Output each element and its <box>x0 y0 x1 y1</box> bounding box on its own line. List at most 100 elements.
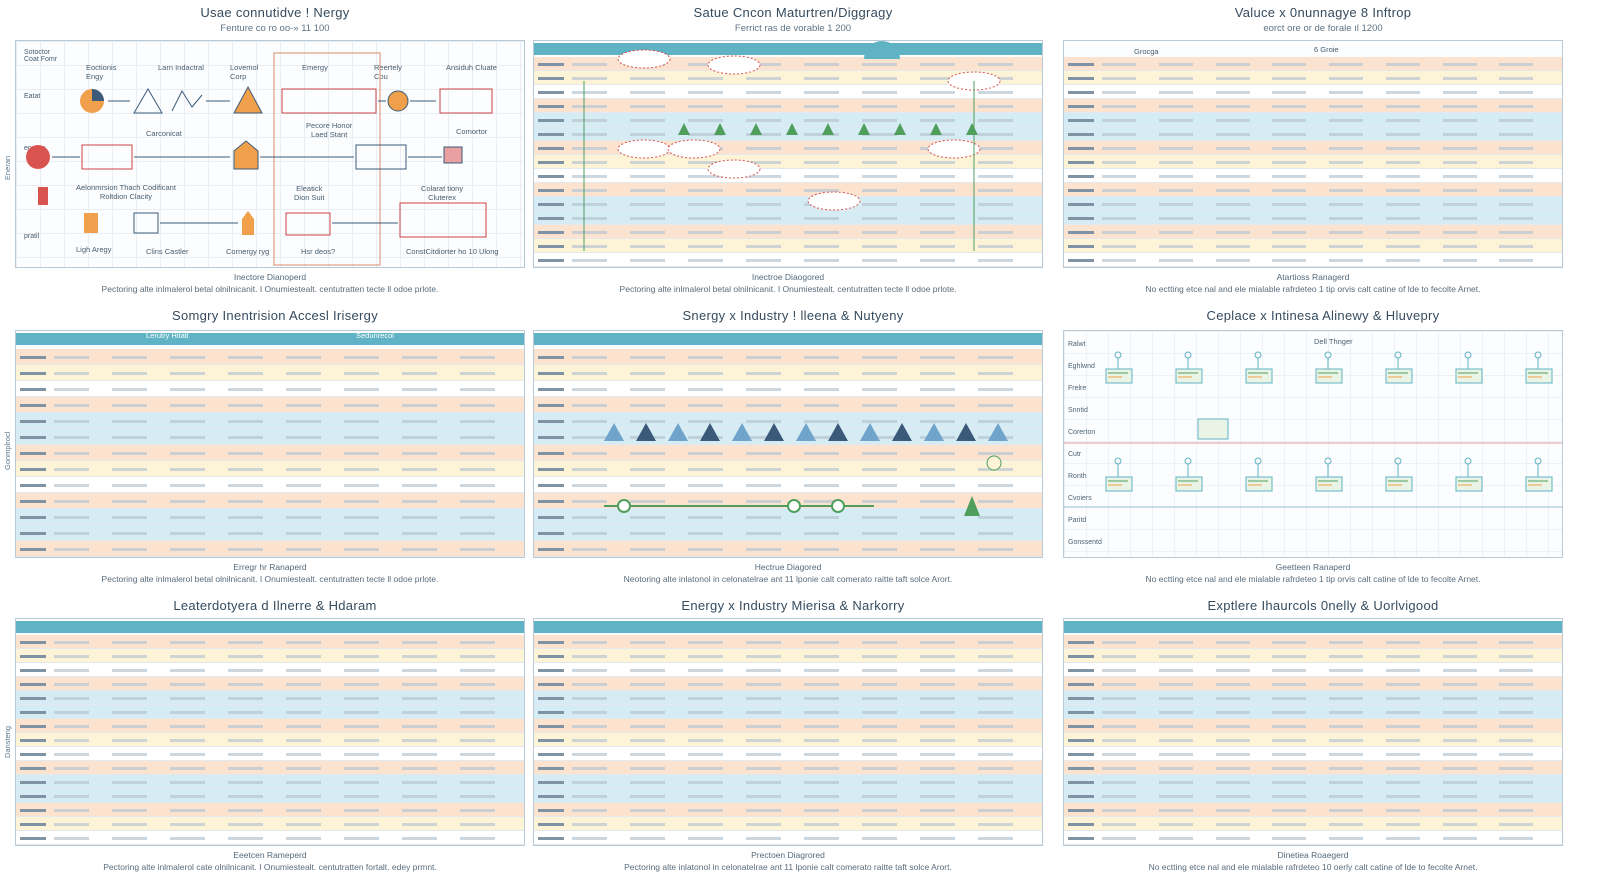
table-cell <box>804 216 839 220</box>
table-cell <box>1499 258 1534 262</box>
table-row <box>1064 747 1562 761</box>
table-header: Lerutry Hitatl <box>146 331 189 340</box>
table-cell <box>572 668 607 672</box>
row-label: Ralwt <box>1068 341 1086 348</box>
table-row <box>534 831 1042 845</box>
panel-label: Inectore Dianoperd <box>233 272 307 282</box>
table-cell <box>1158 90 1193 94</box>
table-cell <box>862 640 897 644</box>
table-cell <box>1102 76 1137 80</box>
table-cell <box>1329 258 1364 262</box>
row-label: pratil <box>24 233 40 240</box>
table-cell <box>228 808 263 812</box>
table-row <box>16 541 524 557</box>
table-row <box>534 253 1042 267</box>
table-cell <box>1442 104 1477 108</box>
table-cell <box>746 419 781 423</box>
table-row <box>534 817 1042 831</box>
table-row <box>16 761 524 775</box>
table-cell <box>286 355 321 359</box>
table-row <box>16 831 524 845</box>
table-cell <box>1215 808 1250 812</box>
house-icon <box>233 140 259 170</box>
table-cell <box>460 419 495 423</box>
mountain-icon <box>822 123 834 135</box>
table-cell <box>746 668 781 672</box>
table-cell <box>170 654 205 658</box>
row-label-mark <box>538 780 564 784</box>
box-icon <box>439 88 493 114</box>
table-cell <box>862 371 897 375</box>
table-cell <box>630 132 665 136</box>
panel-caption: Pectoring alte inlmalerol betal olnilnic… <box>101 284 439 294</box>
table-cell <box>228 696 263 700</box>
table-row <box>534 719 1042 733</box>
table-cell <box>572 451 607 455</box>
table-cell <box>746 216 781 220</box>
table-cell <box>402 499 437 503</box>
row-label-mark <box>538 499 564 503</box>
table-cell <box>344 387 379 391</box>
table-cell <box>688 752 723 756</box>
table-cell <box>170 387 205 391</box>
table-cell <box>1329 668 1364 672</box>
table-cell <box>978 710 1013 714</box>
table-cell <box>688 244 723 248</box>
table-cell <box>572 515 607 519</box>
table-row <box>16 509 524 525</box>
table-cell <box>1442 738 1477 742</box>
table-cell <box>1499 132 1534 136</box>
table-cell <box>228 355 263 359</box>
table-cell <box>572 244 607 248</box>
row-label-mark <box>538 118 564 122</box>
table-row <box>16 365 524 381</box>
sun-icon <box>387 90 409 112</box>
row-label-mark <box>1068 794 1094 798</box>
table-cell <box>1102 696 1137 700</box>
table-cell <box>460 387 495 391</box>
table-row <box>534 85 1042 99</box>
row-label-mark <box>538 531 564 535</box>
table-cell <box>112 682 147 686</box>
table-cell <box>1102 808 1137 812</box>
table-cell <box>1385 738 1420 742</box>
table-cell <box>978 355 1013 359</box>
table-cell <box>344 355 379 359</box>
table-cell <box>1499 836 1534 840</box>
table-row <box>16 663 524 677</box>
table-cell <box>1215 682 1250 686</box>
table-cell <box>170 808 205 812</box>
table-cell <box>228 547 263 551</box>
table-cell <box>630 766 665 770</box>
table-cell <box>460 724 495 728</box>
table-cell <box>1215 160 1250 164</box>
row-label-mark <box>538 244 564 248</box>
table-cell <box>920 766 955 770</box>
table-cell <box>862 499 897 503</box>
table-cell <box>572 547 607 551</box>
row-label-mark <box>20 794 46 798</box>
table-cell <box>112 822 147 826</box>
table-cell <box>862 822 897 826</box>
table-cell <box>112 752 147 756</box>
table-cell <box>112 371 147 375</box>
table-cell <box>460 531 495 535</box>
table-cell <box>630 710 665 714</box>
table-cell <box>978 258 1013 262</box>
row-label-mark <box>1068 244 1094 248</box>
row-label-mark <box>1068 90 1094 94</box>
table-cell <box>920 160 955 164</box>
table-cell <box>460 355 495 359</box>
table-cell <box>1329 90 1364 94</box>
table-cell <box>572 160 607 164</box>
table-cell <box>1272 696 1307 700</box>
table-cell <box>862 118 897 122</box>
row-label-mark <box>1068 654 1094 658</box>
table-cell <box>1499 822 1534 826</box>
table-cell <box>978 188 1013 192</box>
flow-node-label: Aelonmrsion Thach Codificant Roltdion Cl… <box>76 183 176 201</box>
mountain-icon <box>732 423 752 441</box>
table-cell <box>746 104 781 108</box>
column-header: Emergy <box>302 63 328 72</box>
table-cell <box>978 174 1013 178</box>
